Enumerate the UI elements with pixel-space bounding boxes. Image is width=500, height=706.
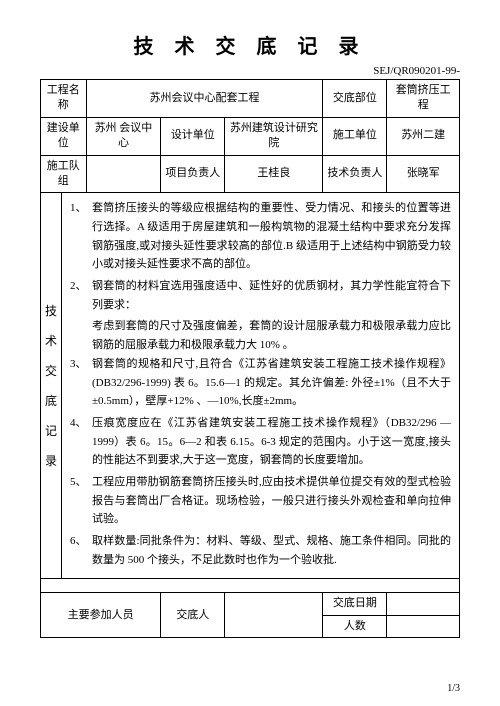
pm-label: 项目负责人 bbox=[161, 155, 225, 193]
item-number: 1、 bbox=[70, 199, 92, 274]
design-unit: 苏州建筑设计研究院 bbox=[225, 117, 323, 155]
disclose-part: 套筒挤压工程 bbox=[387, 80, 460, 118]
side-label: 技术交底记录 bbox=[41, 193, 62, 579]
item-number: 4、 bbox=[70, 414, 92, 470]
content-item: 4、压痕宽度应在《江苏省建筑安装工程施工技术操作规程》（DB32/296 —19… bbox=[70, 414, 451, 470]
team-label: 施工队组 bbox=[41, 155, 87, 193]
spacer-row bbox=[41, 579, 460, 593]
item-number: 6、 bbox=[70, 532, 92, 569]
participants-label: 主要参加人员 bbox=[41, 593, 161, 638]
count-label: 人数 bbox=[323, 615, 387, 637]
item-number: 5、 bbox=[70, 473, 92, 529]
discloser-label: 交底人 bbox=[161, 593, 225, 638]
count-value bbox=[387, 615, 460, 637]
item-text: 压痕宽度应在《江苏省建筑安装工程施工技术操作规程》（DB32/296 —1999… bbox=[92, 414, 451, 470]
content-item: 1、套筒挤压接头的等级应根据结构的重要性、受力情况、和接头的位置等进行选择。A … bbox=[70, 199, 451, 274]
item-number: 2、 bbox=[70, 277, 92, 314]
project-name-label: 工程名称 bbox=[41, 80, 87, 118]
doc-title: 技 术 交 底 记 录 bbox=[40, 30, 460, 59]
item-subtext: 考虑到套筒的尺寸及强度偏差，套筒的设计屈服承载力和极限承载力应比钢筋的屈服承载力… bbox=[70, 317, 451, 354]
content-body: 1、套筒挤压接头的等级应根据结构的重要性、受力情况、和接头的位置等进行选择。A … bbox=[62, 193, 460, 579]
construct-unit: 苏州二建 bbox=[387, 117, 460, 155]
team bbox=[86, 155, 161, 193]
item-text: 工程应用带肋钢筋套筒挤压接头时,应由技术提供单位提交有效的型式检验报告与套筒出厂… bbox=[92, 473, 451, 529]
pm: 王桂良 bbox=[225, 155, 323, 193]
tech-lead-label: 技术负责人 bbox=[323, 155, 387, 193]
content-item: 5、工程应用带肋钢筋套筒挤压接头时,应由技术提供单位提交有效的型式检验报告与套筒… bbox=[70, 473, 451, 529]
doc-number: SEJ/QR090201-99- bbox=[40, 65, 460, 77]
content-item: 3、钢套筒的规格和尺寸,且符合《江苏省建筑安装工程施工技术操作规程》(DB32/… bbox=[70, 355, 451, 411]
date-value bbox=[387, 593, 460, 615]
design-unit-label: 设计单位 bbox=[161, 117, 225, 155]
construct-unit-label: 施工单位 bbox=[323, 117, 387, 155]
item-number: 3、 bbox=[70, 355, 92, 411]
item-text: 套筒挤压接头的等级应根据结构的重要性、受力情况、和接头的位置等进行选择。A 级适… bbox=[92, 199, 451, 274]
project-name: 苏州会议中心配套工程 bbox=[86, 80, 323, 118]
content-item: 2、钢套筒的材料宜选用强度适中、延性好的优质钢材，其力学性能宜符合下列要求： bbox=[70, 277, 451, 314]
date-label: 交底日期 bbox=[323, 593, 387, 615]
disclose-part-label: 交底部位 bbox=[323, 80, 387, 118]
tech-lead: 张晓军 bbox=[387, 155, 460, 193]
build-unit: 苏州 会议中心 bbox=[86, 117, 161, 155]
item-text: 钢套筒的材料宜选用强度适中、延性好的优质钢材，其力学性能宜符合下列要求： bbox=[92, 277, 451, 314]
discloser-value bbox=[225, 593, 323, 638]
item-text: 钢套筒的规格和尺寸,且符合《江苏省建筑安装工程施工技术操作规程》(DB32/29… bbox=[92, 355, 451, 411]
build-unit-label: 建设单位 bbox=[41, 117, 87, 155]
main-table: 工程名称 苏州会议中心配套工程 交底部位 套筒挤压工程 建设单位 苏州 会议中心… bbox=[40, 79, 460, 638]
item-text: 取样数量:同批条件为：材料、等级、型式、规格、施工条件相同。同批的数量为 500… bbox=[92, 532, 451, 569]
content-item: 6、取样数量:同批条件为：材料、等级、型式、规格、施工条件相同。同批的数量为 5… bbox=[70, 532, 451, 569]
page-number: 1/3 bbox=[447, 683, 460, 694]
